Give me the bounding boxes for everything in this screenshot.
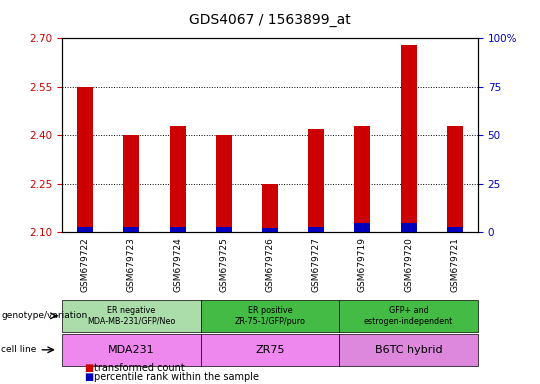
Text: ER positive
ZR-75-1/GFP/puro: ER positive ZR-75-1/GFP/puro bbox=[234, 306, 306, 326]
Bar bbox=[308, 227, 325, 232]
Text: transformed count: transformed count bbox=[94, 363, 185, 373]
Bar bbox=[401, 45, 417, 232]
Bar bbox=[262, 184, 278, 232]
Bar bbox=[170, 227, 186, 232]
Text: GDS4067 / 1563899_at: GDS4067 / 1563899_at bbox=[189, 13, 351, 27]
Text: ER negative
MDA-MB-231/GFP/Neo: ER negative MDA-MB-231/GFP/Neo bbox=[87, 306, 176, 326]
Bar bbox=[170, 126, 186, 232]
Bar bbox=[354, 126, 370, 232]
Text: GFP+ and
estrogen-independent: GFP+ and estrogen-independent bbox=[364, 306, 453, 326]
Bar bbox=[77, 227, 93, 232]
Bar bbox=[123, 136, 139, 232]
Text: cell line: cell line bbox=[1, 345, 37, 354]
Bar bbox=[447, 126, 463, 232]
Text: ■: ■ bbox=[84, 372, 93, 382]
Bar bbox=[262, 228, 278, 232]
Bar bbox=[123, 227, 139, 232]
Bar bbox=[354, 223, 370, 232]
Text: ■: ■ bbox=[84, 363, 93, 373]
Text: MDA231: MDA231 bbox=[108, 345, 155, 355]
Bar bbox=[447, 227, 463, 232]
Text: ZR75: ZR75 bbox=[255, 345, 285, 355]
Bar bbox=[401, 223, 417, 232]
Bar bbox=[215, 136, 232, 232]
Bar bbox=[308, 129, 325, 232]
Text: genotype/variation: genotype/variation bbox=[1, 311, 87, 320]
Text: B6TC hybrid: B6TC hybrid bbox=[375, 345, 442, 355]
Text: percentile rank within the sample: percentile rank within the sample bbox=[94, 372, 260, 382]
Bar bbox=[215, 227, 232, 232]
Bar bbox=[77, 87, 93, 232]
